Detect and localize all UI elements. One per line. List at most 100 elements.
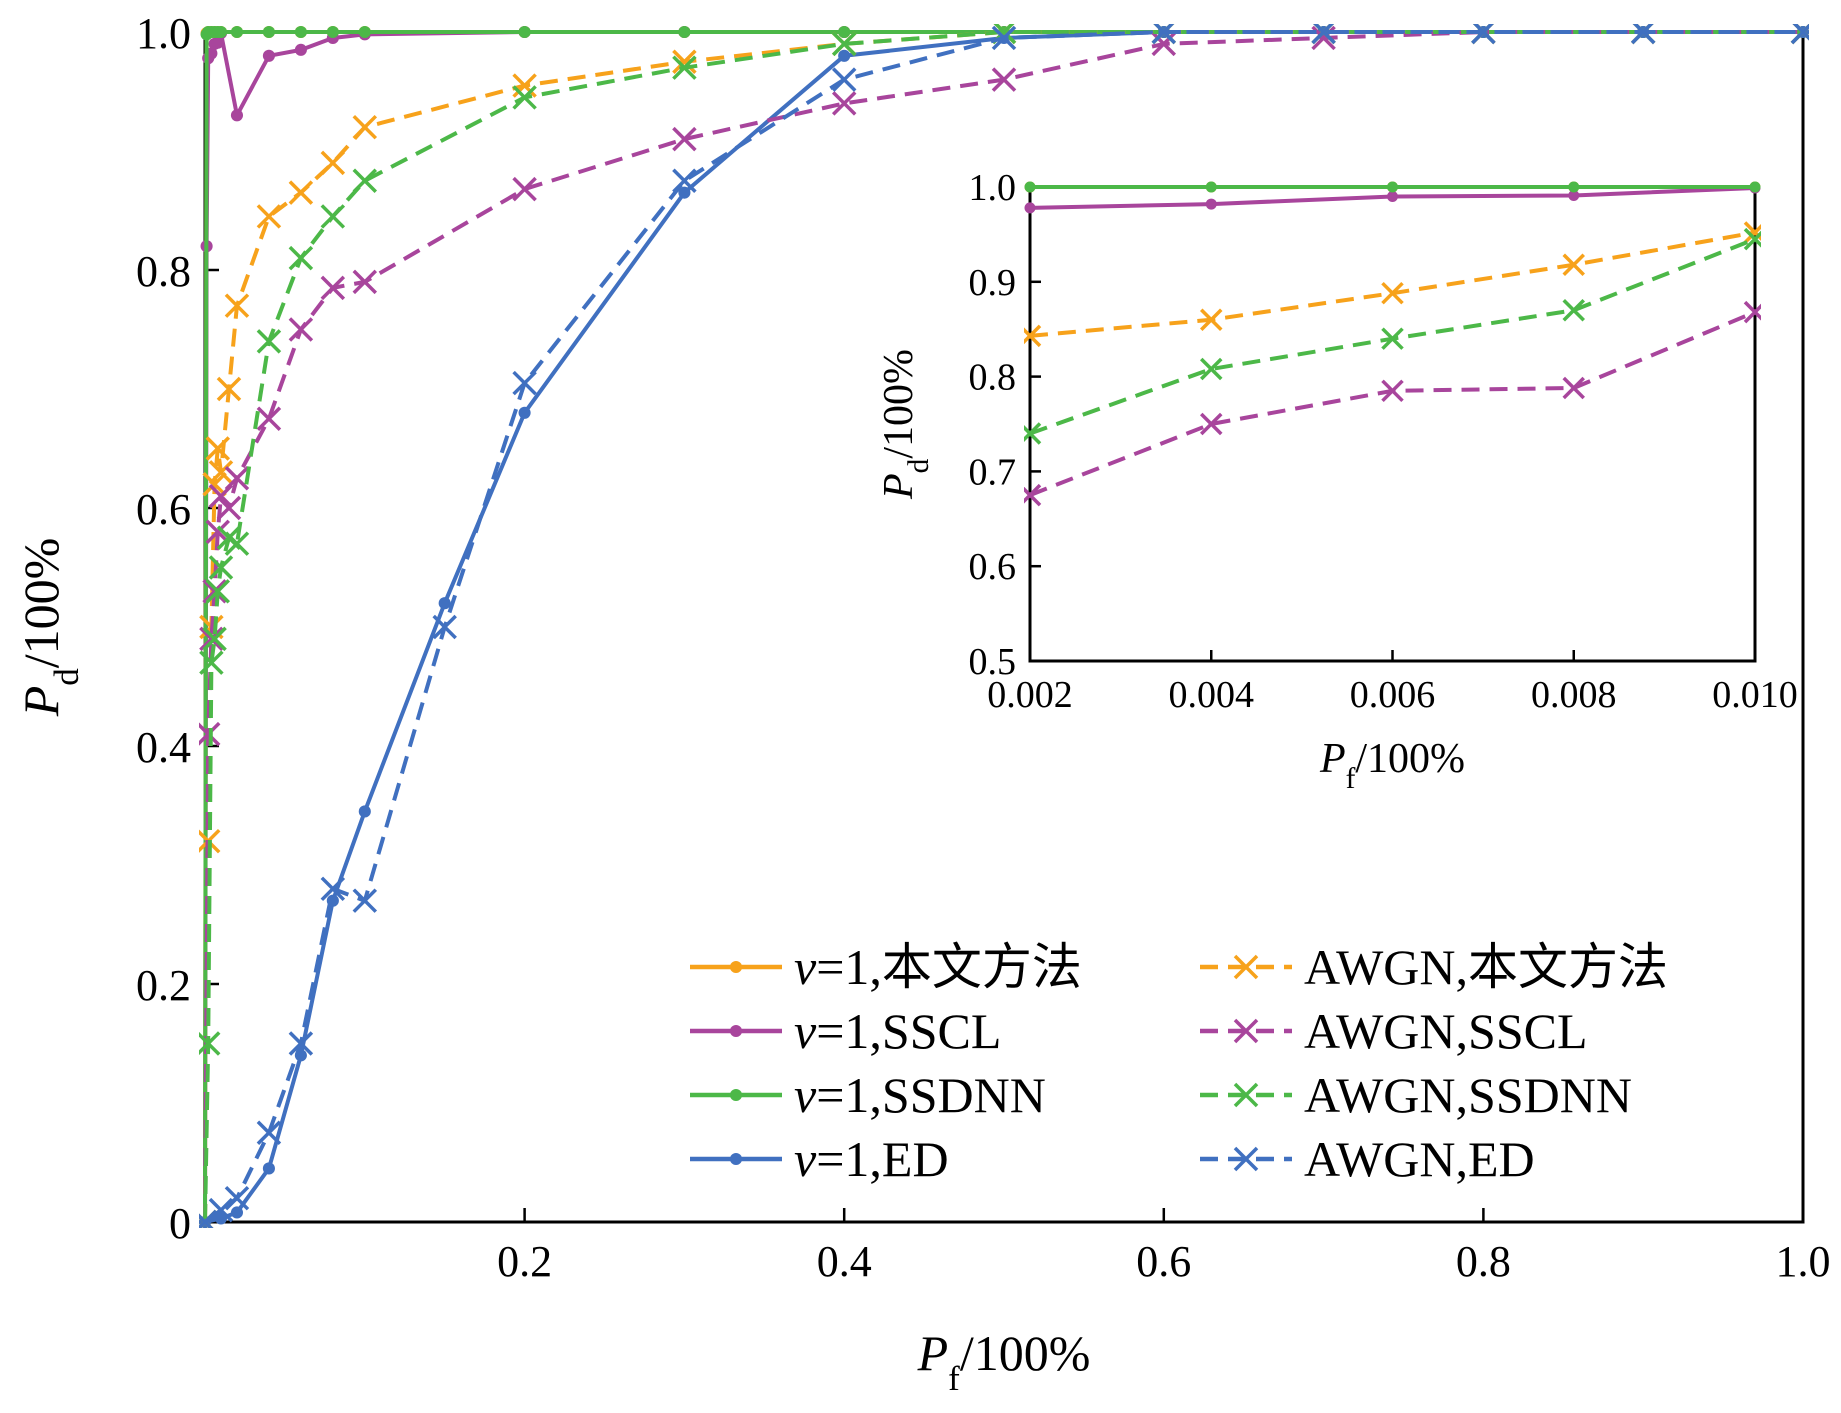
inset-xtick-label: 0.008 [1531, 674, 1617, 716]
main-xtick-label: 0.4 [817, 1237, 872, 1286]
legend-entry: v=1,ED [690, 1131, 949, 1187]
inset-ytick-label: 0.8 [969, 357, 1017, 399]
legend-label: v=1,ED [794, 1131, 949, 1187]
inset-data-point [1205, 198, 1217, 210]
main-data-point [262, 1162, 275, 1175]
main-data-point [518, 25, 531, 39]
legend-label: AWGN,SSDNN [1304, 1067, 1632, 1123]
main-data-point [288, 245, 314, 271]
main-data-point [838, 25, 851, 39]
main-ytick-label: 0.2 [136, 961, 191, 1010]
inset-xtick-label: 0.010 [1712, 674, 1798, 716]
main-data-point [678, 25, 691, 39]
main-data-point [352, 269, 378, 295]
inset-x-axis-label: Pf/100% [1319, 736, 1465, 795]
inset-data-point [1024, 181, 1036, 193]
main-data-point [991, 25, 1017, 51]
main-data-point [512, 176, 537, 202]
main-data-point [352, 114, 378, 140]
main-data-point [288, 317, 314, 342]
main-data-point [205, 436, 231, 461]
main-data-point [262, 49, 275, 62]
legend-label: v=1,SSDNN [794, 1067, 1046, 1123]
main-data-point [512, 85, 537, 110]
main-data-point [1790, 24, 1809, 45]
inset-data-point [1743, 300, 1761, 324]
y-axis-label: Pd/100% [13, 538, 86, 718]
legend-entry: AWGN,SSDNN [1200, 1067, 1632, 1123]
inset-data-point [1200, 357, 1223, 381]
inset-ytick-label: 0.6 [969, 546, 1017, 588]
legend: v=1,本文方法 v=1,SSCL v=1,SSDNN v=1,ED AWGN,本文方法… [690, 939, 1668, 1187]
main-xtick-label: 0.6 [1136, 1237, 1191, 1286]
inset-data-point [1568, 181, 1580, 193]
main-data-point [358, 805, 371, 818]
main-data-point [224, 1185, 250, 1211]
main-data-point [199, 1209, 218, 1228]
inset-data-point [1024, 202, 1036, 214]
main-data-point [199, 1031, 221, 1056]
legend-swatch-marker [1233, 1018, 1259, 1044]
main-data-point [326, 25, 339, 39]
main-data-point [512, 73, 537, 98]
inset-data-point [1200, 412, 1223, 436]
legend-label: AWGN,本文方法 [1304, 939, 1668, 995]
inset-data-point [1743, 221, 1761, 244]
legend-swatch-marker [729, 1088, 743, 1102]
main-data-point [678, 186, 691, 199]
main-data-point [208, 1197, 234, 1223]
main-xtick-label: 0.8 [1456, 1237, 1511, 1286]
main-data-point [512, 370, 537, 396]
main-data-point [320, 150, 346, 176]
main-data-point [288, 180, 314, 205]
legend-entry: AWGN,SSCL [1200, 1003, 1588, 1059]
main-data-point [224, 466, 250, 491]
main-data-point [202, 579, 227, 604]
main-data-point [352, 888, 378, 913]
main-data-point [288, 1031, 314, 1056]
legend-swatch-marker [729, 1024, 743, 1038]
main-data-point [1311, 24, 1336, 45]
inset-series-3 [1024, 221, 1761, 348]
main-data-point [230, 1206, 244, 1219]
inset-series-5 [1024, 227, 1761, 445]
main-data-point [838, 49, 851, 62]
inset-data-point [1749, 181, 1761, 193]
legend-swatch-marker [1233, 954, 1259, 980]
inset-ytick-label: 0.7 [969, 451, 1017, 493]
inset-data-point [1562, 253, 1585, 276]
main-data-point [256, 204, 282, 229]
main-data-point [358, 25, 371, 39]
main-data-point [320, 275, 346, 301]
inset-data-point [1387, 190, 1398, 202]
inset-ytick-label: 0.9 [969, 262, 1017, 304]
main-data-point [216, 495, 242, 521]
main-data-point [216, 376, 242, 402]
main-data-point [1630, 24, 1656, 45]
legend-label: AWGN,ED [1304, 1131, 1535, 1187]
main-data-point [320, 204, 346, 229]
legend-swatch-marker [1233, 1146, 1259, 1172]
inset-ytick-label: 1.0 [969, 167, 1017, 209]
main-data-point [256, 329, 282, 354]
main-ytick-label: 0.6 [136, 485, 191, 534]
main-data-point [224, 531, 250, 556]
inset-data-point [1205, 181, 1217, 193]
inset-xtick-label: 0.002 [987, 674, 1073, 716]
main-data-point [211, 36, 224, 49]
main-data-point [199, 721, 221, 747]
main-ytick-label: 0.4 [136, 723, 191, 772]
main-data-point [831, 91, 857, 116]
legend-swatch-marker [729, 1152, 743, 1166]
main-series-7 [199, 24, 1809, 1228]
inset-data-point [1743, 227, 1761, 251]
inset-data-point [1024, 422, 1042, 445]
main-data-point [831, 67, 857, 92]
inset-data-point [1024, 483, 1042, 507]
main-data-point [230, 109, 244, 122]
main-data-point [224, 293, 250, 318]
legend-entry: AWGN,本文方法 [1200, 939, 1668, 995]
main-data-point [214, 25, 228, 39]
main-data-point [256, 1120, 282, 1145]
inset-plot: 0.002 0.004 0.006 0.008 0.010 0.5 0.6 0.7 0.8 0.9… [876, 167, 1798, 795]
